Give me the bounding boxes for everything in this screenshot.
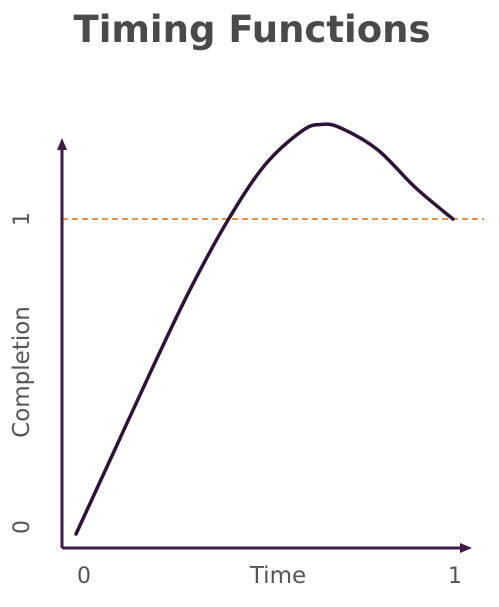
y-tick-label-1: 1: [10, 212, 35, 226]
chart-title: Timing Functions: [73, 8, 430, 51]
timing-curve: [74, 122, 455, 536]
x-axis-arrowhead: [460, 543, 472, 553]
x-tick-label-1: 1: [448, 564, 462, 589]
x-tick-label-0: 0: [77, 564, 91, 589]
y-tick-label-0: 0: [10, 520, 35, 534]
y-axis-label: Completion: [9, 306, 35, 438]
y-axis-arrowhead: [57, 138, 67, 150]
x-axis-label: Time: [249, 563, 306, 589]
